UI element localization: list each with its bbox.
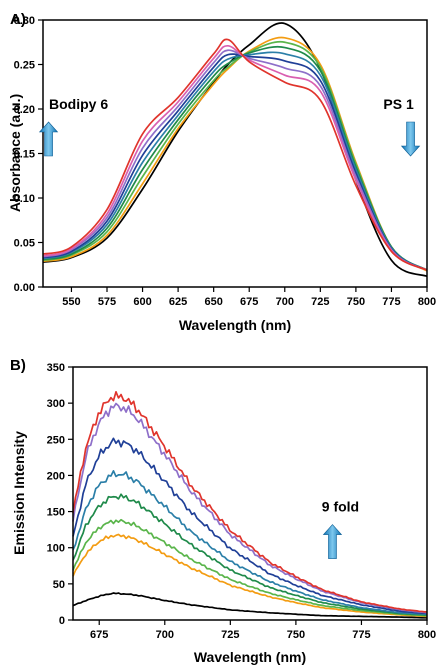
panelB-xtick-label: 675 — [90, 629, 108, 641]
panelA-xtick-label: 725 — [311, 296, 329, 308]
chart-b-xlabel: Wavelength (nm) — [194, 649, 306, 665]
panelB-series-line — [72, 437, 428, 615]
chart-a-frame — [42, 19, 428, 288]
panelA-series-line — [42, 51, 428, 271]
panelB-ytick-label: 0 — [59, 615, 65, 627]
panelB-series-line — [72, 402, 428, 614]
panelA-xtick-label: 750 — [347, 296, 365, 308]
chart-b-frame — [72, 366, 428, 621]
panelA-ytick-label: 0.20 — [14, 104, 35, 116]
panelA-xtick-label: 650 — [204, 296, 222, 308]
panelA-ytick-label: 0.25 — [14, 60, 35, 72]
panelA-xtick-label: 700 — [276, 296, 294, 308]
panelB-ytick-label: 350 — [47, 362, 65, 374]
panelB-series-line — [72, 592, 428, 619]
chart-b-ylabel: Emission Intensity — [11, 431, 27, 555]
panelA-series-line — [42, 40, 428, 271]
panelB-xtick-label: 725 — [221, 629, 239, 641]
panelB-series-line — [72, 469, 428, 616]
chart-b-axes: 675 700 725 750 775 800 0 50 100 150 200 250 300 350 — [47, 362, 437, 641]
panelB-series-line — [72, 493, 428, 616]
chart-a: A) 550 575 600 625 650 675 700 725 750 775 800 0.00… — [7, 11, 436, 333]
panelB-arrow-up-icon — [322, 524, 343, 559]
panelB-xtick-label: 775 — [352, 629, 370, 641]
panelA-arrow-up-icon — [38, 121, 59, 157]
panelB-xtick-label: 800 — [418, 629, 436, 641]
chart-a-annotations: Bodipy 6 PS 1 — [38, 96, 421, 157]
panelA-xtick-label: 800 — [418, 296, 436, 308]
panelA-series-line — [42, 53, 428, 271]
panelA-ytick-label: 0.30 — [14, 15, 35, 27]
panelA-xtick-label: 550 — [62, 296, 80, 308]
panelB-series-line — [72, 533, 428, 618]
panelA-ytick-label: 0.15 — [14, 149, 35, 161]
panelA-series-line — [42, 45, 428, 271]
panelB-ytick-label: 100 — [47, 543, 65, 555]
panelA-ytick-label: 0.10 — [14, 193, 35, 205]
chart-a-ylabel: Absorbance (a.u.) — [7, 94, 23, 212]
panelB-annotation-label: 9 fold — [322, 499, 359, 515]
panelA-xtick-label: 600 — [133, 296, 151, 308]
panelB-series-line — [72, 518, 428, 617]
panelA-annotation-label: Bodipy 6 — [49, 96, 108, 112]
panelA-annotation-label: PS 1 — [383, 96, 414, 112]
chart-a-plot-area — [42, 22, 428, 278]
panelA-xtick-label: 625 — [169, 296, 187, 308]
chart-b-annotations: 9 fold — [322, 499, 359, 559]
panelB-ytick-label: 300 — [47, 398, 65, 410]
panelB-ytick-label: 200 — [47, 470, 65, 482]
panelA-ytick-label: 0.00 — [14, 282, 35, 294]
panelB-xtick-label: 750 — [287, 629, 305, 641]
chart-a-panel-label: A) — [10, 11, 26, 28]
panelB-series-line — [72, 391, 428, 613]
chart-b-plot-area — [72, 391, 428, 619]
panelA-arrow-down-icon — [400, 121, 421, 157]
panelB-ytick-label: 250 — [47, 434, 65, 446]
panelA-series-line — [42, 38, 428, 271]
panelA-xtick-label: 675 — [240, 296, 258, 308]
panelA-ytick-label: 0.05 — [14, 238, 35, 250]
panelA-xtick-label: 575 — [98, 296, 116, 308]
chart-b: B) 675 700 725 750 775 800 0 50 100 150 200 250 300 3… — [10, 357, 436, 665]
chart-a-xlabel: Wavelength (nm) — [179, 317, 291, 333]
panelB-xtick-label: 700 — [156, 629, 174, 641]
chart-b-panel-label: B) — [10, 357, 26, 374]
panelA-series-line — [42, 44, 428, 271]
chart-a-axes: 550 575 600 625 650 675 700 725 750 775 800 0.00 0.0… — [14, 15, 437, 308]
panelA-series-line — [42, 49, 428, 271]
panelB-ytick-label: 150 — [47, 507, 65, 519]
panelB-ytick-label: 50 — [53, 579, 65, 591]
panelA-xtick-label: 775 — [382, 296, 400, 308]
